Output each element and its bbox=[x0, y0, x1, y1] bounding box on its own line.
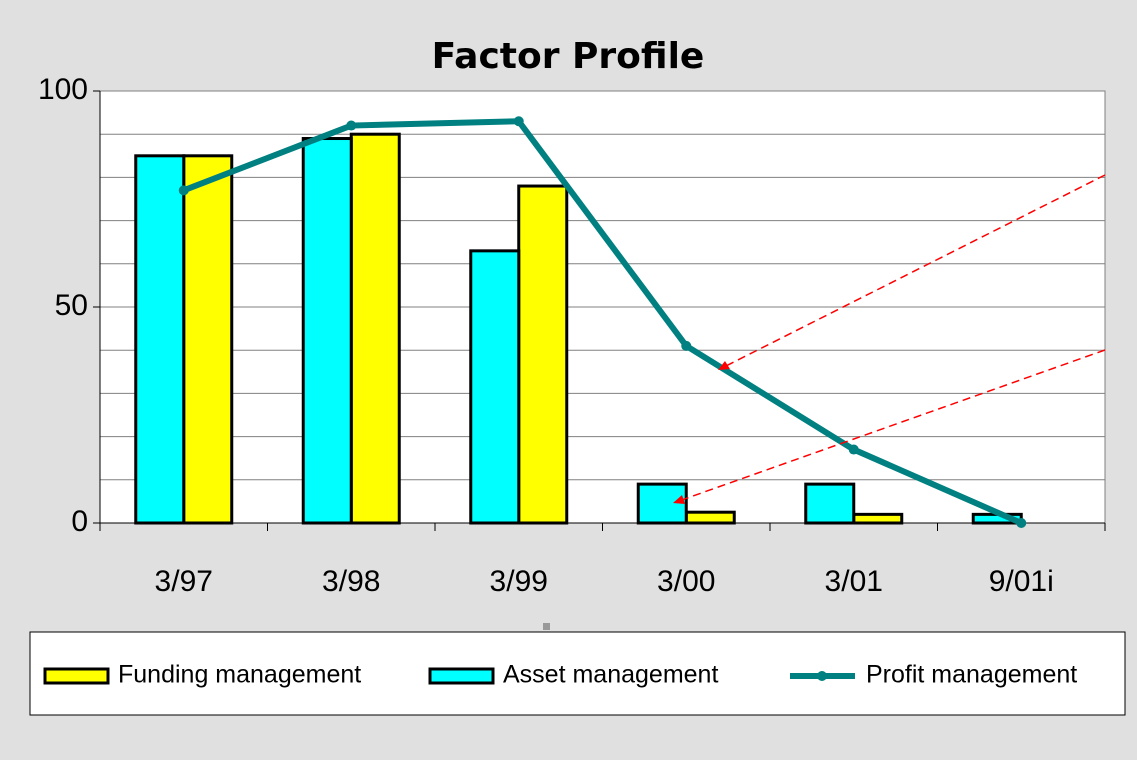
bar bbox=[684, 510, 736, 525]
line-point bbox=[346, 120, 357, 131]
marks: 0 50 100 3/97 3/98 3/99 3/00 3/01 9/01i Funding m… bbox=[38, 73, 1106, 689]
bar bbox=[349, 132, 401, 525]
bar bbox=[182, 154, 234, 525]
handle bbox=[543, 623, 550, 630]
x-tick-label: 3/00 bbox=[657, 565, 715, 598]
line-point bbox=[178, 185, 189, 196]
legend-swatch bbox=[817, 671, 827, 681]
bar bbox=[469, 249, 521, 525]
y-tick-label: 100 bbox=[38, 73, 88, 106]
arrow bbox=[675, 349, 1106, 503]
legend-label: Funding management bbox=[118, 661, 361, 689]
x-tick-label: 3/98 bbox=[322, 565, 380, 598]
arrowhead bbox=[718, 361, 730, 370]
x-tick-label: 9/01i bbox=[989, 565, 1054, 598]
x-tick-label: 3/97 bbox=[155, 565, 213, 598]
line-point bbox=[681, 340, 692, 351]
line bbox=[182, 118, 1023, 526]
legend-swatch bbox=[428, 667, 495, 685]
y-tick-label: 50 bbox=[55, 289, 88, 322]
legend-label: Profit management bbox=[866, 661, 1077, 689]
x-tick-label: 3/99 bbox=[490, 565, 548, 598]
bar bbox=[134, 154, 186, 525]
legend bbox=[29, 631, 1126, 716]
line-point bbox=[513, 116, 524, 127]
bar bbox=[636, 482, 688, 525]
arrowhead bbox=[673, 495, 685, 504]
arrow bbox=[719, 174, 1106, 370]
legend-swatch bbox=[43, 667, 110, 685]
x-tick-label: 3/01 bbox=[825, 565, 883, 598]
line-point bbox=[1016, 518, 1027, 528]
legend-label: Asset management bbox=[503, 661, 718, 689]
bar bbox=[301, 137, 353, 525]
annotation-arrows bbox=[673, 174, 1106, 504]
chart-title: Factor Profile bbox=[432, 36, 705, 77]
line-point bbox=[848, 444, 859, 455]
bar bbox=[517, 184, 569, 525]
bar bbox=[852, 512, 904, 525]
y-tick-label: 0 bbox=[71, 505, 88, 538]
bar bbox=[804, 482, 856, 525]
